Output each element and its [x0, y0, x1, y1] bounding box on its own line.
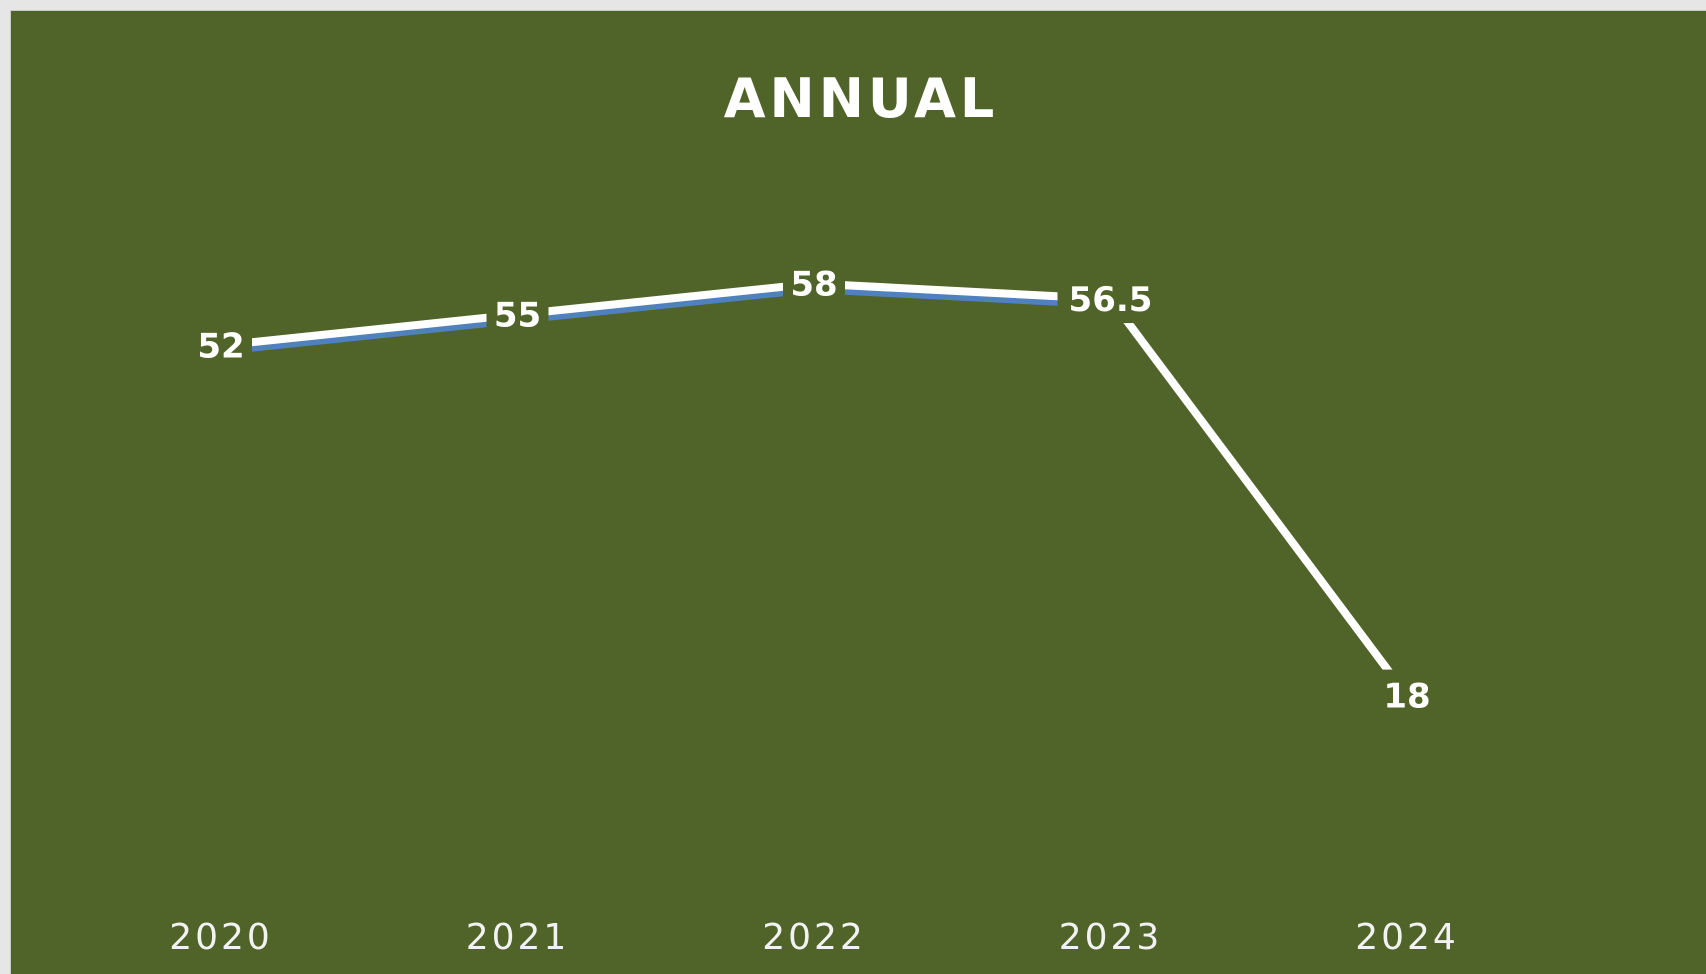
data-label-2021: 55 [494, 296, 541, 336]
chart-area: ANNUAL 52 55 58 56.5 18 2020 2021 2022 2023 2024 [10, 10, 1706, 974]
line-segment-2023-2024 [1107, 296, 1411, 698]
category-2020: 2020 [169, 917, 273, 958]
data-label-bg-2022 [783, 257, 845, 308]
data-label-2020: 52 [197, 326, 244, 366]
line-segment-2021-2022 [517, 279, 815, 319]
category-2021: 2021 [466, 917, 570, 958]
data-label-bg-2020 [190, 319, 252, 370]
category-2023: 2023 [1059, 917, 1163, 958]
line-segment-2021-2022-shadow [517, 286, 815, 324]
data-label-bg-2023 [1057, 273, 1164, 324]
drop-lines [219, 313, 1409, 879]
line-segment-2020-2021-shadow [220, 317, 518, 355]
category-axis-labels: 2020 2021 2022 2023 2024 [169, 917, 1459, 958]
data-labels: 52 55 58 56.5 18 [190, 257, 1438, 720]
line-chart: ANNUAL 52 55 58 56.5 18 2020 2021 2022 2023 2024 [169, 67, 1459, 958]
data-label-2024: 18 [1383, 677, 1430, 717]
data-label-bg-2021 [486, 288, 549, 339]
line-segment-2020-2021 [220, 310, 518, 350]
chart-title: ANNUAL [724, 67, 999, 130]
category-2022: 2022 [762, 917, 866, 958]
data-label-bg-2024 [1376, 669, 1438, 720]
data-label-2022: 58 [790, 265, 837, 305]
data-label-2023: 56.5 [1069, 280, 1153, 320]
category-2024: 2024 [1355, 917, 1459, 958]
